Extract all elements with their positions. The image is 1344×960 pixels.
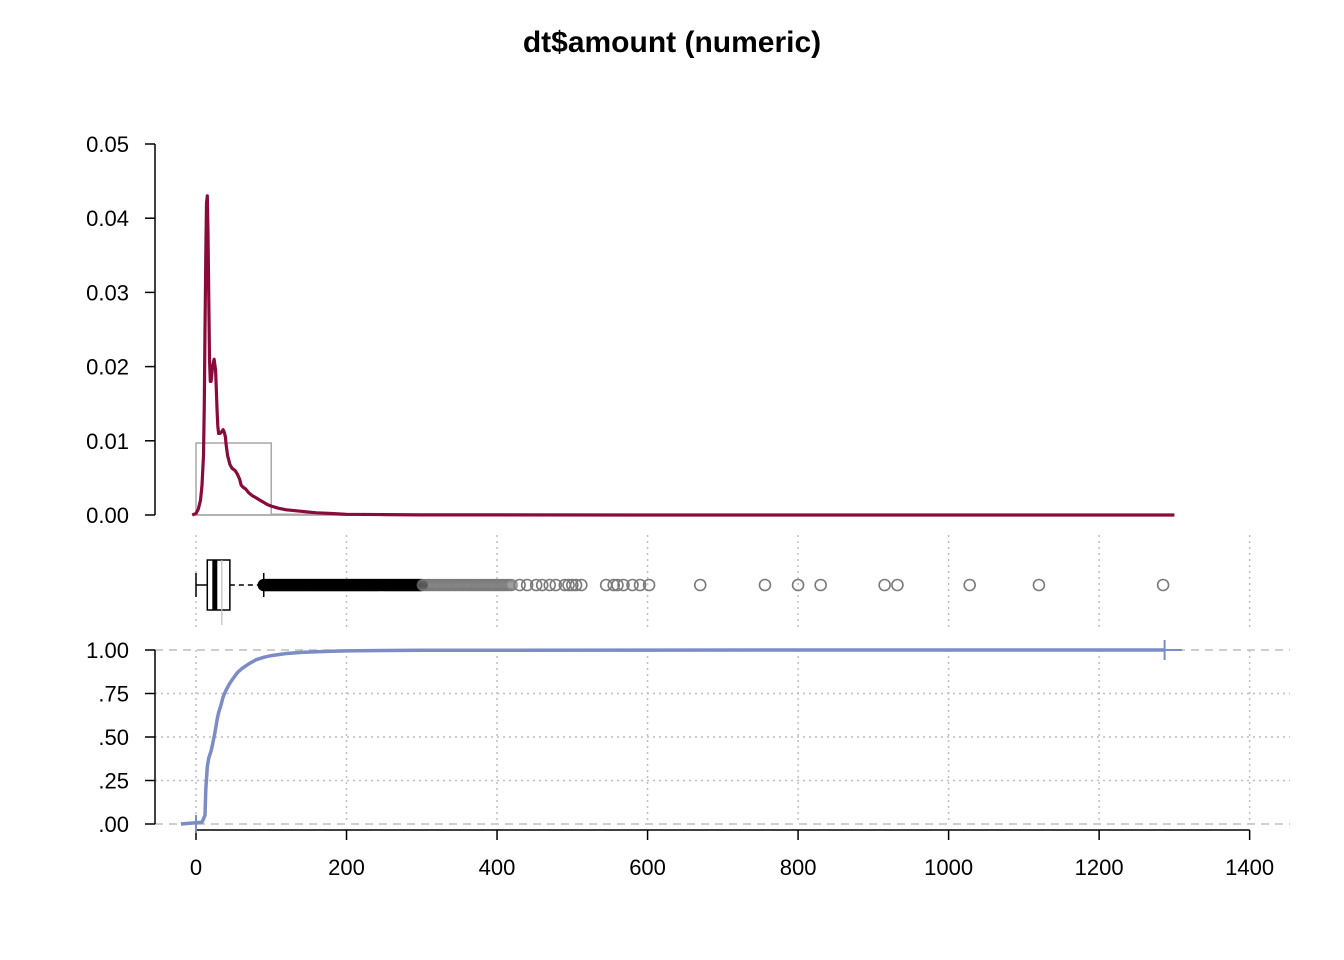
density-y-tick-label: 0.02 xyxy=(86,355,129,380)
x-tick-label: 800 xyxy=(780,855,817,880)
outlier-point xyxy=(535,578,549,592)
outlier-point xyxy=(791,578,805,592)
density-panel: 0.00 0.01 0.02 0.03 0.04 0.05 xyxy=(86,132,1175,528)
outlier-point xyxy=(513,578,526,592)
x-tick-label: 600 xyxy=(629,855,666,880)
box-iqr xyxy=(206,559,231,611)
ecdf-y-tick-label: .00 xyxy=(98,812,129,837)
ecdf-y-tick-label: 1.00 xyxy=(86,638,129,663)
outlier-point xyxy=(617,578,630,592)
outlier-point xyxy=(611,578,624,592)
outlier-point xyxy=(529,578,543,592)
outlier-point xyxy=(543,578,557,592)
outlier-point xyxy=(626,578,639,592)
density-y-tick-label: 0.04 xyxy=(86,206,129,231)
density-y-tick-label: 0.03 xyxy=(86,280,129,305)
x-tick-label: 1000 xyxy=(924,855,973,880)
outlier-point xyxy=(891,578,904,592)
outlier-point xyxy=(878,578,891,592)
x-tick-label: 0 xyxy=(190,855,202,880)
ecdf-line xyxy=(180,648,1165,826)
density-line xyxy=(191,194,1175,517)
outlier-point xyxy=(642,578,656,592)
outlier-point xyxy=(575,578,588,592)
outlier-point xyxy=(569,578,583,592)
outlier-point xyxy=(562,578,575,592)
histogram-bar xyxy=(195,442,273,516)
x-tick-label: 400 xyxy=(479,855,516,880)
ecdf-panel: .00 .25 .50 .75 1.00 0 200 400 600 800 1000 1200 140… xyxy=(86,638,1290,880)
x-tick-label: 1400 xyxy=(1225,855,1274,880)
outlier-point xyxy=(549,578,563,592)
density-y-tick-label: 0.00 xyxy=(86,503,129,528)
outlier-point xyxy=(758,578,772,592)
ecdf-y-tick-label: .25 xyxy=(98,769,129,794)
outlier-point xyxy=(607,578,620,592)
x-tick-label: 200 xyxy=(328,855,365,880)
density-y-tick-label: 0.01 xyxy=(86,429,129,454)
outlier-point xyxy=(505,578,519,592)
outlier-point xyxy=(520,578,534,592)
ecdf-y-tick-label: .75 xyxy=(98,682,129,707)
outlier-point xyxy=(963,578,976,592)
outlier-point xyxy=(693,578,707,592)
outlier-point xyxy=(1032,578,1046,592)
outlier-point xyxy=(633,578,647,592)
chart-title: dt$amount (numeric) xyxy=(523,26,821,59)
outlier-point xyxy=(1156,578,1170,592)
outlier-point xyxy=(565,578,579,592)
density-y-tick-label: 0.05 xyxy=(86,132,129,157)
outlier-point xyxy=(814,578,827,592)
x-tick-label: 1200 xyxy=(1075,855,1124,880)
boxplot-panel xyxy=(195,535,1251,630)
ecdf-y-tick-label: .50 xyxy=(98,725,129,750)
